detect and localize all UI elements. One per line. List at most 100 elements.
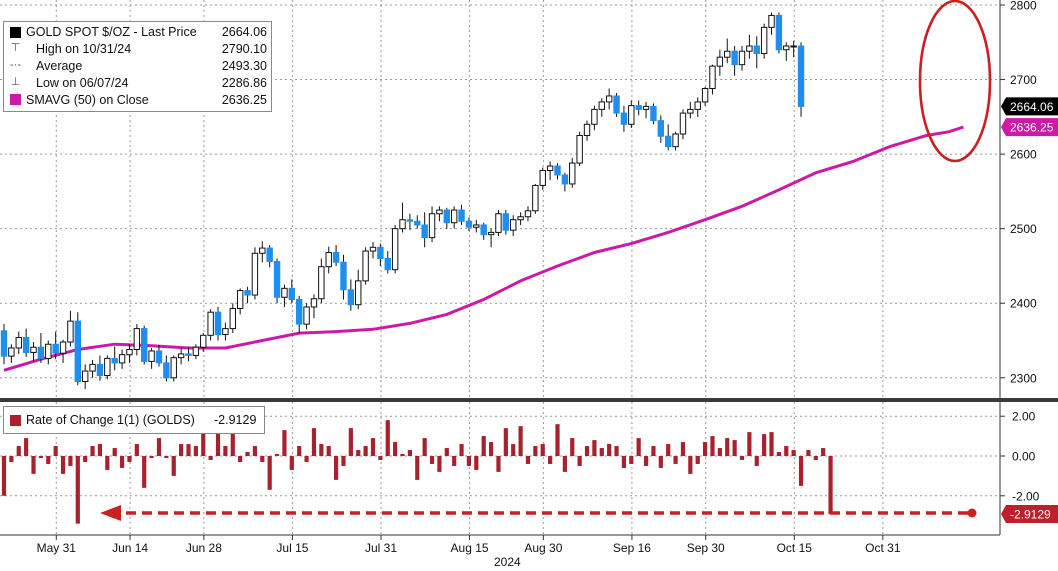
candle-body [141,328,148,362]
candle [318,258,325,304]
roc-bar [798,456,804,486]
roc-bar [245,452,250,456]
roc-y-tick-label: -2.00 [1012,489,1040,503]
candle-body [672,133,679,148]
candle-body [694,101,701,110]
candle [775,12,783,54]
candle [465,217,473,231]
roc-bar [577,456,582,466]
candle [672,131,679,151]
price-legend: GOLD SPOT $/OZ - Last Price 2664.06 ⊤ Hi… [3,21,272,112]
roc-bar [629,456,634,464]
last-price-tag: 2664.06 [1001,97,1058,116]
roc-bar [46,456,51,464]
candle [244,286,251,304]
roc-bar [429,456,435,464]
roc-bar [459,444,464,456]
candle [207,309,214,341]
roc-bar [311,428,317,456]
candle [554,163,561,180]
roc-bar [156,438,162,456]
candle [701,87,709,106]
candle-body [510,219,517,231]
legend-avg: 2493.30 [221,59,267,73]
candle [790,40,797,58]
candle [679,109,687,140]
candle [236,288,244,315]
candle-body [436,209,443,215]
candle [450,206,458,229]
roc-bar [208,456,213,460]
roc-legend-value: -2.9129 [214,413,257,427]
roc-bar [201,430,206,456]
candle-body [170,357,177,379]
roc-bar [511,444,516,456]
candle [746,34,753,59]
candle [753,36,760,69]
panel-separator [0,398,1058,402]
candle-body [30,346,37,353]
roc-bar [452,456,457,466]
roc-bar [643,456,649,466]
candle-body [583,123,591,136]
candle [738,46,746,71]
roc-bar [186,444,191,456]
roc-bar [548,456,553,464]
roc-bar [105,456,110,470]
roc-bar [16,446,21,456]
candle-body [104,357,111,377]
roc-bar [422,438,427,456]
candle [657,115,665,143]
roc-bar [60,456,66,474]
candle [709,64,716,95]
roc-y-tick-label: 2.00 [1012,410,1036,424]
roc-bar [762,434,767,456]
candle-body [214,311,222,336]
roc-bar [828,456,833,514]
roc-bar [134,444,139,456]
candle-body [347,289,355,306]
candle-body [325,252,332,268]
candle [67,310,74,347]
candle [399,202,406,233]
candle [8,344,15,363]
candle-body [495,213,502,233]
legend-low: 2286.86 [221,76,267,90]
candle-body [591,108,598,125]
candle-body [185,353,192,356]
candle [30,342,37,362]
roc-bar [282,430,287,456]
candle [310,294,318,319]
roc-bar [223,446,228,456]
candle-body [296,299,303,325]
candle [96,355,104,381]
candle-body [687,108,694,114]
candle-body [554,165,561,176]
sma-tag-bg [1001,118,1058,137]
roc-bar [444,448,449,456]
candle [22,328,30,357]
candle [111,346,118,371]
candle-body [642,105,650,110]
candle-body [244,290,251,296]
x-tick-label: May 31 [37,541,77,555]
roc-bar [363,446,368,456]
candle [45,340,52,365]
candle [473,219,480,233]
roc-last-tag-text: -2.9129 [1010,507,1051,521]
candle-body [222,328,229,336]
roc-last-tag-bg [1001,504,1058,523]
roc-bar [651,446,656,456]
candle-body [52,343,59,354]
candle [251,247,259,300]
x-tick-label: Oct 15 [777,541,813,555]
candle-body [746,45,753,52]
candle-body [679,112,687,135]
candle-body [428,213,436,239]
roc-bar [260,456,265,462]
candle [89,359,96,378]
legend-instrument: GOLD SPOT $/OZ - Last Price [26,25,197,39]
candle-body [177,353,185,359]
roc-bar [769,432,774,456]
